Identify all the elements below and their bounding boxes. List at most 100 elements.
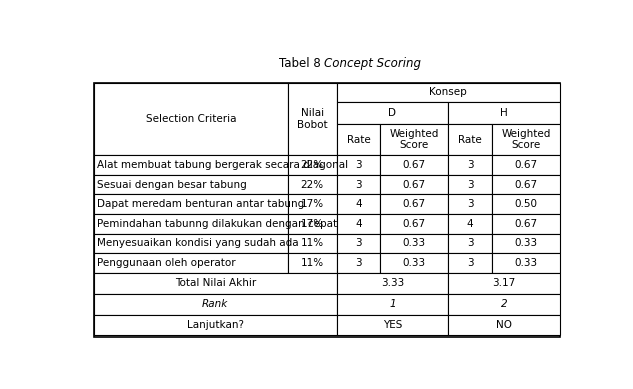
Bar (337, 194, 380, 214)
Text: Rate: Rate (458, 135, 482, 145)
Text: 17%: 17% (301, 199, 324, 209)
Bar (94, 294, 337, 315)
Bar (94, 234, 288, 253)
Bar (492, 155, 560, 175)
Bar (337, 124, 380, 155)
Text: Menyesuaikan kondisi yang sudah ada: Menyesuaikan kondisi yang sudah ada (97, 238, 298, 249)
Text: D: D (389, 108, 396, 118)
Bar (337, 214, 380, 234)
Bar (337, 234, 380, 253)
Bar (94, 155, 288, 175)
Bar (288, 234, 337, 253)
Bar (94, 82, 560, 337)
Text: 4: 4 (355, 219, 361, 229)
Text: 3: 3 (467, 199, 473, 209)
Bar (448, 194, 492, 214)
Text: 0.67: 0.67 (403, 160, 426, 170)
Text: 3.33: 3.33 (381, 278, 404, 288)
Bar (337, 315, 448, 335)
Bar (448, 253, 492, 273)
Bar (380, 194, 448, 214)
Bar (337, 294, 448, 315)
Bar (380, 253, 448, 273)
Text: Rank: Rank (202, 299, 229, 309)
Text: 0.67: 0.67 (403, 199, 426, 209)
Text: Total Nilai Akhir: Total Nilai Akhir (175, 278, 256, 288)
Bar (337, 102, 448, 124)
Text: 3: 3 (467, 160, 473, 170)
Text: 0.67: 0.67 (403, 219, 426, 229)
Text: 0.33: 0.33 (515, 238, 537, 249)
Text: Penggunaan oleh operator: Penggunaan oleh operator (97, 258, 235, 268)
Bar (448, 214, 492, 234)
Bar (492, 253, 560, 273)
Text: 22%: 22% (301, 180, 324, 189)
Text: 3.17: 3.17 (492, 278, 516, 288)
Bar (448, 124, 492, 155)
Text: Tabel 8: Tabel 8 (279, 57, 325, 70)
Bar (94, 315, 337, 335)
Bar (337, 175, 380, 194)
Text: Selection Criteria: Selection Criteria (146, 114, 236, 124)
Text: Sesuai dengan besar tabung: Sesuai dengan besar tabung (97, 180, 246, 189)
Bar (380, 124, 448, 155)
Text: Alat membuat tabung bergerak secara diagonal: Alat membuat tabung bergerak secara diag… (97, 160, 348, 170)
Text: H: H (500, 108, 508, 118)
Bar (337, 155, 380, 175)
Text: 2: 2 (501, 299, 508, 309)
Text: 0.33: 0.33 (515, 258, 537, 268)
Bar (448, 175, 492, 194)
Bar (337, 82, 560, 102)
Text: 0.67: 0.67 (515, 219, 537, 229)
Text: 3: 3 (467, 258, 473, 268)
Bar (94, 82, 288, 155)
Bar (94, 273, 337, 294)
Text: 0.67: 0.67 (403, 180, 426, 189)
Bar (492, 214, 560, 234)
Text: 22%: 22% (301, 160, 324, 170)
Text: 0.67: 0.67 (515, 160, 537, 170)
Text: Nilai
Bobot: Nilai Bobot (297, 108, 328, 130)
Text: 0.33: 0.33 (403, 258, 426, 268)
Bar (94, 194, 288, 214)
Text: 1: 1 (389, 299, 396, 309)
Bar (288, 175, 337, 194)
Text: 3: 3 (467, 180, 473, 189)
Bar (94, 253, 288, 273)
Bar (94, 175, 288, 194)
Text: 0.67: 0.67 (515, 180, 537, 189)
Text: 3: 3 (467, 238, 473, 249)
Text: Concept Scoring: Concept Scoring (325, 57, 422, 70)
Bar (448, 234, 492, 253)
Text: 4: 4 (467, 219, 473, 229)
Bar (288, 82, 337, 155)
Bar (448, 273, 560, 294)
Text: Weighted
Score: Weighted Score (501, 129, 551, 151)
Text: Pemindahan tabunng dilakukan dengan cepat: Pemindahan tabunng dilakukan dengan cepa… (97, 219, 337, 229)
Text: 3: 3 (355, 238, 361, 249)
Bar (448, 155, 492, 175)
Text: YES: YES (383, 320, 402, 330)
Text: 0.50: 0.50 (515, 199, 537, 209)
Text: 3: 3 (355, 160, 361, 170)
Text: Lanjutkan?: Lanjutkan? (187, 320, 244, 330)
Bar (288, 155, 337, 175)
Bar (380, 155, 448, 175)
Bar (380, 234, 448, 253)
Bar (492, 234, 560, 253)
Bar (492, 175, 560, 194)
Bar (288, 214, 337, 234)
Bar (337, 253, 380, 273)
Bar (448, 102, 560, 124)
Text: 3: 3 (355, 180, 361, 189)
Bar (337, 273, 448, 294)
Bar (288, 253, 337, 273)
Bar (448, 294, 560, 315)
Text: 17%: 17% (301, 219, 324, 229)
Bar (492, 124, 560, 155)
Text: 11%: 11% (301, 238, 324, 249)
Text: 11%: 11% (301, 258, 324, 268)
Bar (380, 214, 448, 234)
Text: NO: NO (496, 320, 512, 330)
Text: Konsep: Konsep (429, 88, 467, 97)
